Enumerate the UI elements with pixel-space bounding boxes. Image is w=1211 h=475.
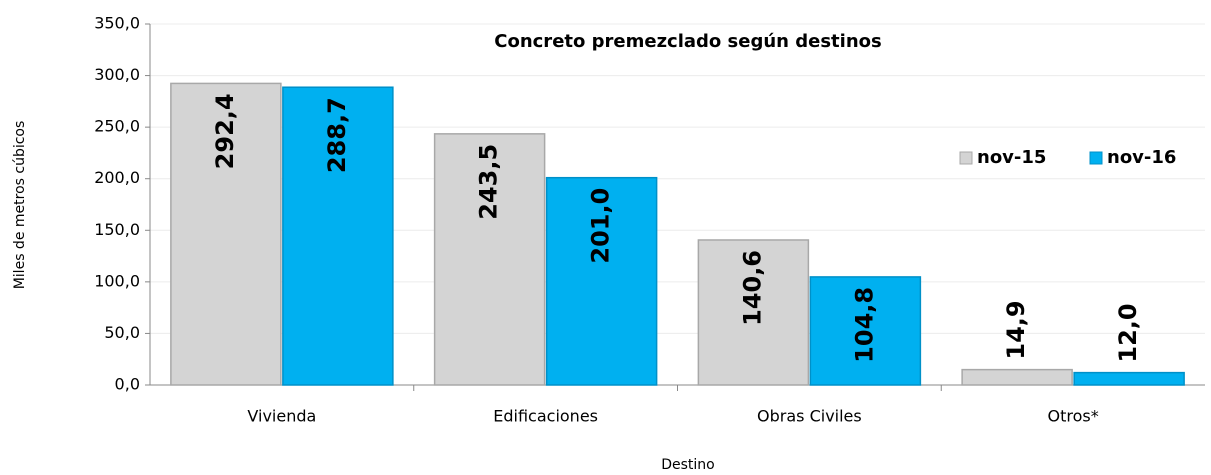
- y-tick-label: 0,0: [115, 375, 140, 394]
- value-label: 243,5: [475, 144, 503, 220]
- chart-title: Concreto premezclado según destinos: [494, 31, 881, 52]
- x-tick-label: Otros*: [1048, 407, 1099, 426]
- y-tick-label: 350,0: [94, 14, 140, 33]
- value-label: 201,0: [587, 188, 615, 264]
- y-axis-label: Miles de metros cúbicos: [12, 121, 28, 290]
- bar: [809, 276, 922, 386]
- legend-label: nov-15: [977, 147, 1046, 168]
- y-tick-label: 100,0: [94, 271, 140, 290]
- value-label: 12,0: [1114, 303, 1142, 362]
- legend-swatch: [959, 151, 973, 165]
- bar: [697, 239, 810, 386]
- bar: [433, 133, 546, 386]
- bar: [545, 176, 658, 386]
- value-label: 292,4: [211, 93, 239, 169]
- x-tick-label: Vivienda: [247, 407, 316, 426]
- y-tick-label: 300,0: [94, 65, 140, 84]
- x-tick-label: Edificaciones: [493, 407, 598, 426]
- y-tick-label: 50,0: [104, 323, 140, 342]
- bar: [1073, 371, 1185, 386]
- value-label: 104,8: [850, 287, 878, 363]
- y-tick-label: 150,0: [94, 220, 140, 239]
- value-label: 14,9: [1002, 300, 1030, 359]
- y-tick-label: 250,0: [94, 117, 140, 136]
- bar: [170, 82, 282, 386]
- legend-swatch: [1089, 151, 1103, 165]
- value-label: 288,7: [323, 97, 351, 173]
- legend-label: nov-16: [1107, 147, 1176, 168]
- bar: [961, 368, 1073, 386]
- x-axis-label: Destino: [661, 457, 715, 473]
- bar: [282, 86, 394, 386]
- y-tick-label: 200,0: [94, 168, 140, 187]
- x-tick-label: Obras Civiles: [757, 407, 862, 426]
- value-label: 140,6: [738, 250, 766, 326]
